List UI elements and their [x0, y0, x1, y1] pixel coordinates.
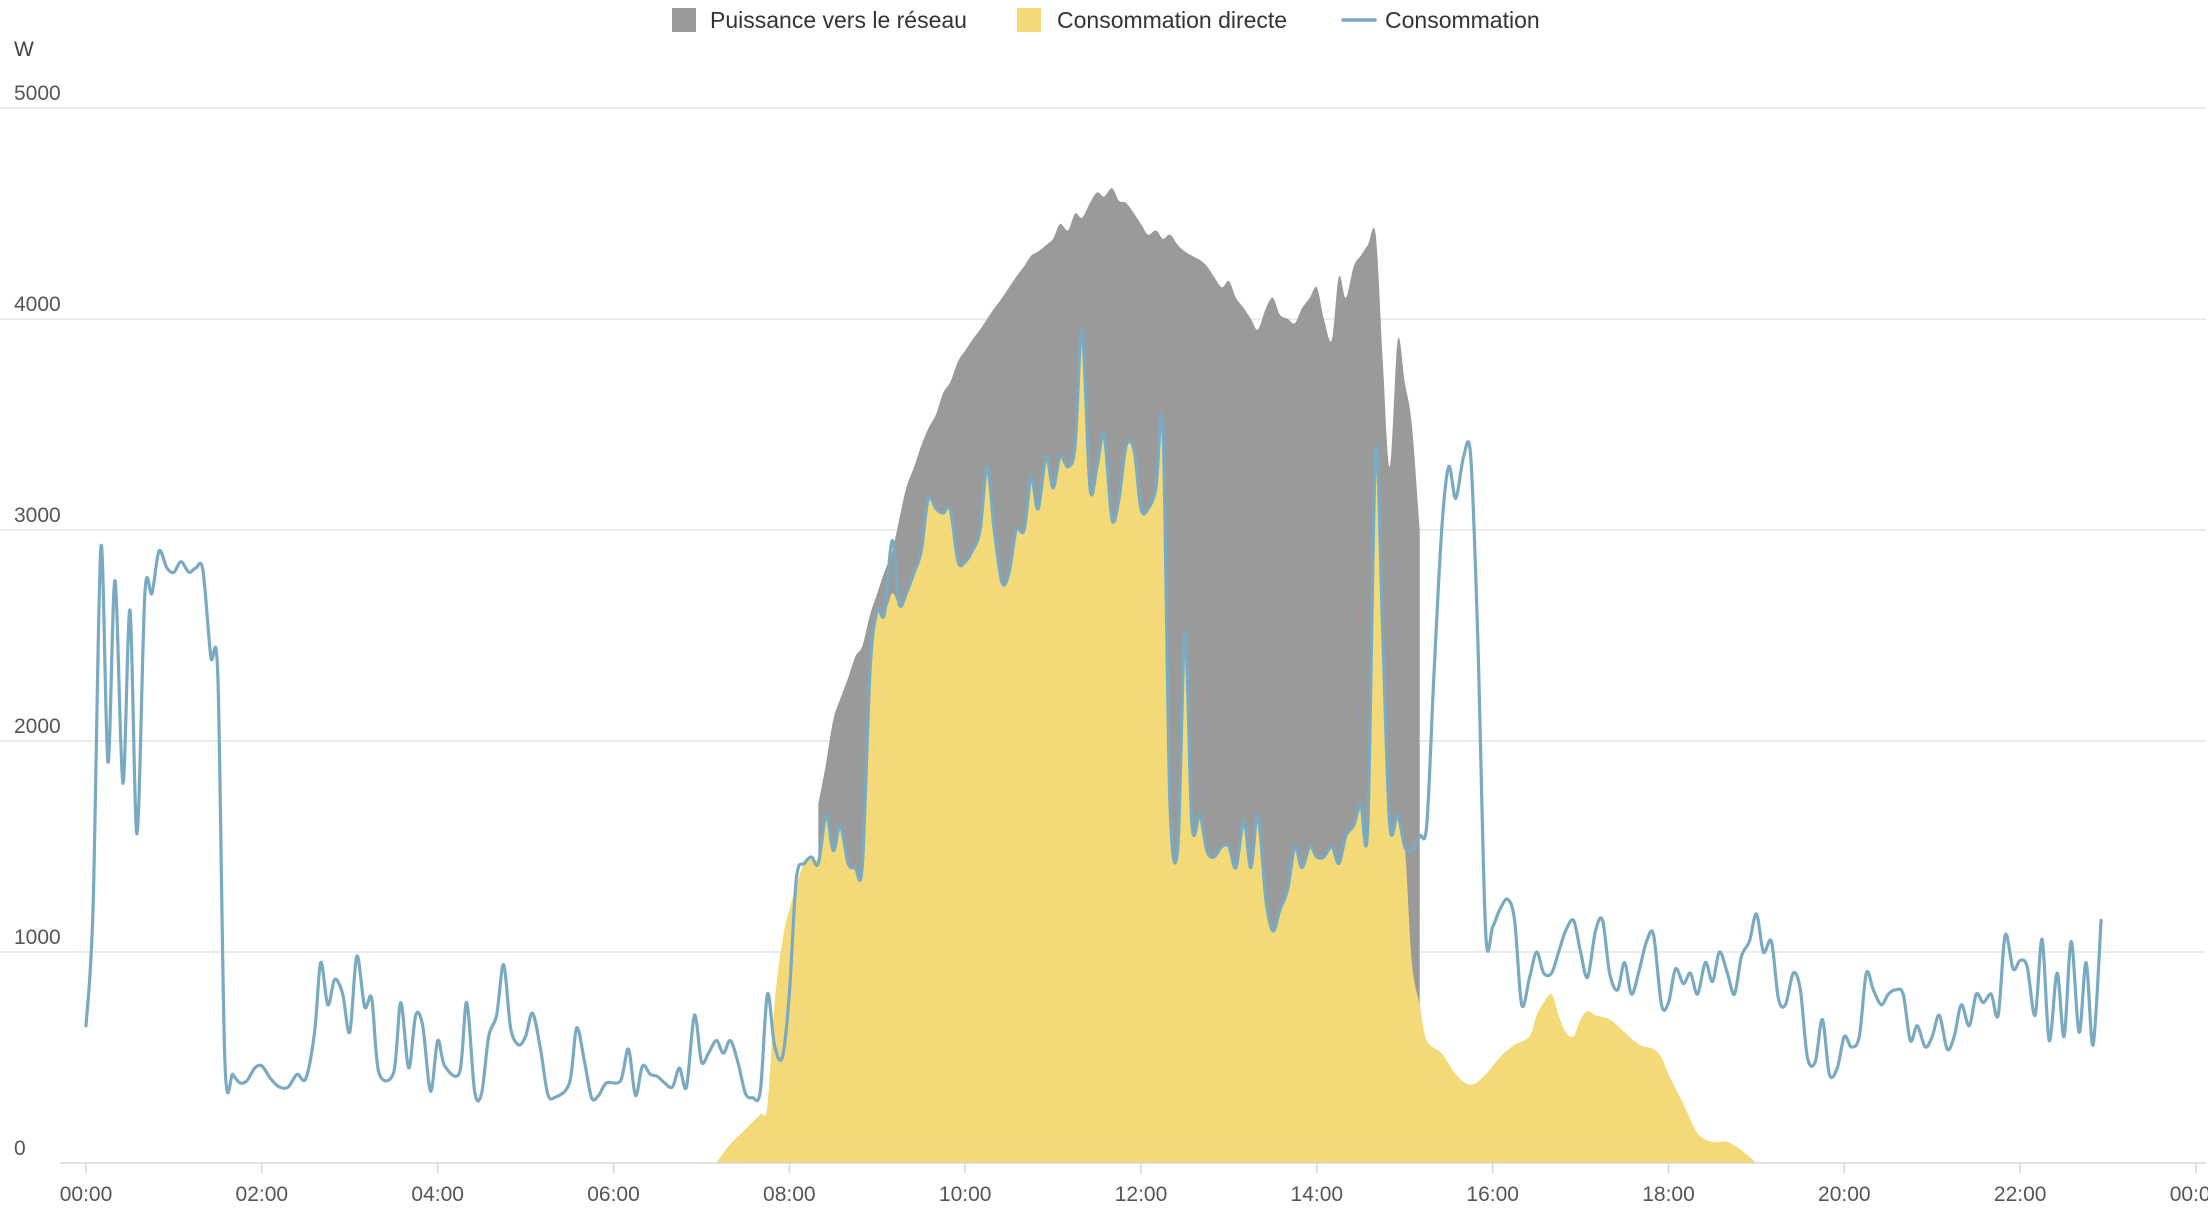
y-tick-label-2000: 2000 — [14, 715, 61, 738]
legend: Puissance vers le réseau Consommation di… — [672, 7, 1540, 33]
legend-swatch-direct-consumption — [1017, 8, 1041, 32]
series-area-direct-consumption — [716, 329, 1757, 1163]
legend-label-consumption: Consommation — [1385, 7, 1540, 33]
y-tick-label-0: 0 — [14, 1137, 26, 1160]
y-tick-label-3000: 3000 — [14, 504, 61, 527]
x-tick-label-10: 20:00 — [1818, 1183, 1871, 1206]
x-tick-label-9: 18:00 — [1642, 1183, 1695, 1206]
x-tick-label-1: 02:00 — [236, 1183, 289, 1206]
x-tick-label-7: 14:00 — [1291, 1183, 1344, 1206]
legend-swatch-grid-feed — [672, 8, 696, 32]
legend-item-grid-feed[interactable]: Puissance vers le réseau — [672, 7, 967, 33]
x-tick-label-4: 08:00 — [763, 1183, 816, 1206]
plot-lines — [84, 327, 2103, 1103]
x-axis: 00:00 02:00 04:00 06:00 08:00 10:00 12:00 14:00… — [60, 1162, 2208, 1206]
plot-areas — [716, 188, 1757, 1164]
x-tick-label-3: 06:00 — [587, 1183, 640, 1206]
legend-label-direct-consumption: Consommation directe — [1057, 7, 1287, 33]
legend-label-grid-feed: Puissance vers le réseau — [710, 7, 967, 33]
y-tick-label-1000: 1000 — [14, 926, 61, 949]
x-tick-label-2: 04:00 — [411, 1183, 464, 1206]
x-tick-label-5: 10:00 — [939, 1183, 992, 1206]
legend-item-consumption[interactable]: Consommation — [1341, 7, 1540, 33]
series-line-consumption — [84, 327, 2103, 1103]
y-tick-label-4000: 4000 — [14, 293, 61, 316]
y-tick-label-5000: 5000 — [14, 82, 61, 105]
x-tick-label-6: 12:00 — [1115, 1183, 1168, 1206]
y-axis-unit-label: W — [14, 38, 34, 61]
x-tick-label-8: 16:00 — [1466, 1183, 1519, 1206]
x-tick-label-11: 22:00 — [1994, 1183, 2047, 1206]
x-tick-label-12: 00:00 — [2170, 1183, 2208, 1206]
y-axis: 0 1000 2000 3000 4000 5000 — [14, 82, 61, 1160]
legend-item-direct-consumption[interactable]: Consommation directe — [1017, 7, 1287, 33]
x-tick-label-0: 00:00 — [60, 1183, 113, 1206]
